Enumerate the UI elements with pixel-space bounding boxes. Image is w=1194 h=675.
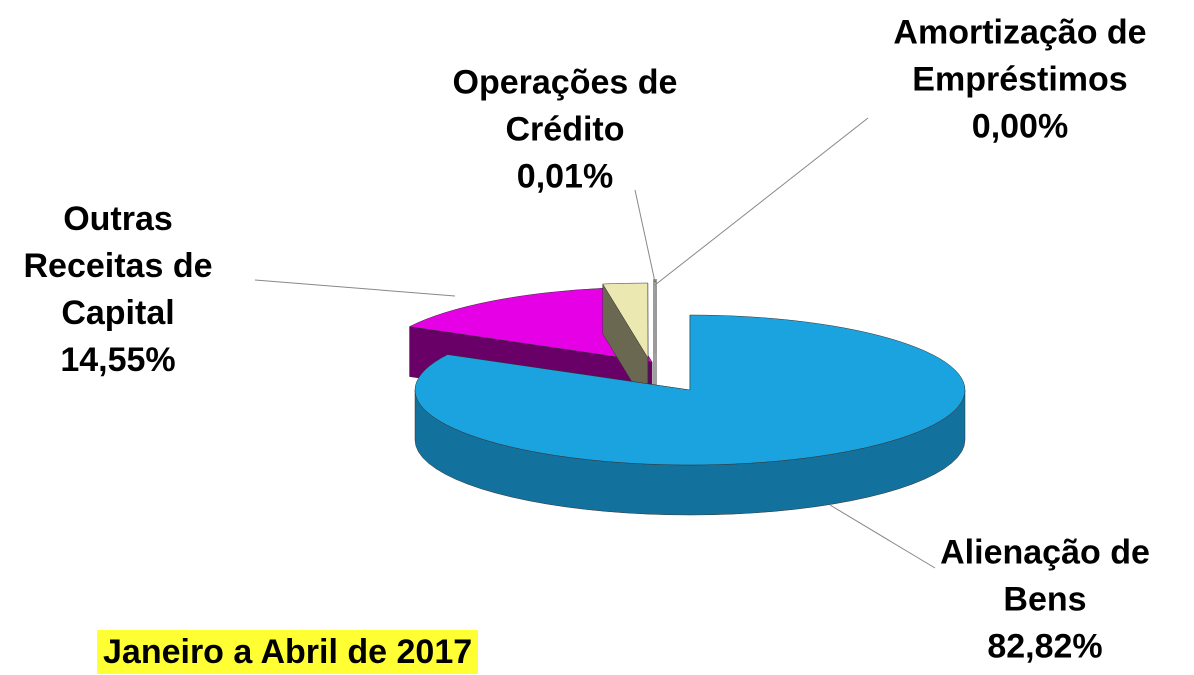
slice [602,282,649,359]
category-label: Amortização de Empréstimos [893,13,1147,99]
slice-group [414,314,966,516]
category-label: Alienação de Bens [940,533,1150,619]
value-label: 0,01% [516,157,614,196]
chart-title: Janeiro a Abril de 2017 [97,630,479,674]
leader-line [634,189,656,283]
slice-label: Operações de Crédito 0,01% [415,60,715,201]
category-label: Outras Receitas de Capital [23,200,213,332]
slice [408,287,653,363]
slice-label: Outras Receitas de Capital 14,55% [0,196,238,384]
leader-line [254,279,456,297]
leader-line [654,117,869,286]
slice-label: Alienação de Bens 82,82% [910,530,1180,671]
slice-label: Amortização de Empréstimos 0,00% [855,10,1185,151]
value-label: 82,82% [987,627,1103,666]
value-label: 0,00% [971,107,1069,146]
leader-line [829,504,936,569]
value-label: 14,55% [60,341,176,379]
category-label: Operações de Crédito [452,63,678,149]
slice [414,314,966,466]
